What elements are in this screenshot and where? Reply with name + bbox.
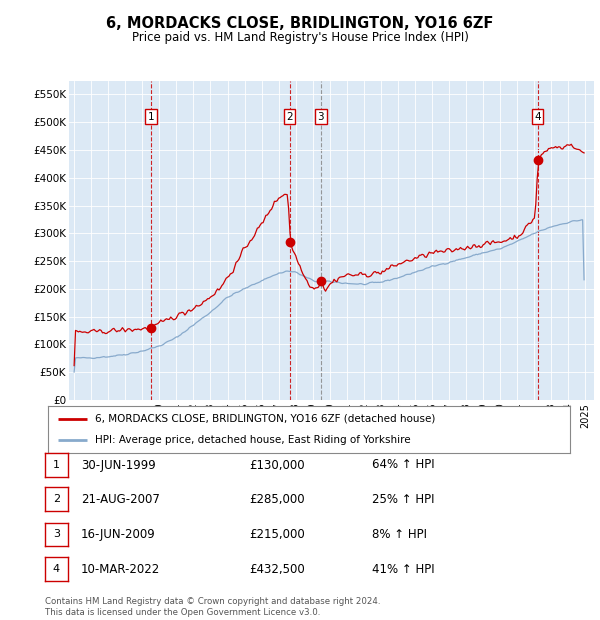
Text: 3: 3 [317,112,324,122]
Text: 6, MORDACKS CLOSE, BRIDLINGTON, YO16 6ZF (detached house): 6, MORDACKS CLOSE, BRIDLINGTON, YO16 6ZF… [95,414,436,423]
Text: £130,000: £130,000 [249,459,305,471]
Text: 2: 2 [53,494,60,504]
Text: 10-MAR-2022: 10-MAR-2022 [81,563,160,575]
Text: 4: 4 [534,112,541,122]
Text: 64% ↑ HPI: 64% ↑ HPI [372,459,434,471]
Text: 4: 4 [53,564,60,574]
Text: 1: 1 [53,460,60,470]
Text: 25% ↑ HPI: 25% ↑ HPI [372,493,434,505]
Text: £285,000: £285,000 [249,493,305,505]
Text: 6, MORDACKS CLOSE, BRIDLINGTON, YO16 6ZF: 6, MORDACKS CLOSE, BRIDLINGTON, YO16 6ZF [106,16,494,30]
Text: 1: 1 [148,112,154,122]
Text: Contains HM Land Registry data © Crown copyright and database right 2024.
This d: Contains HM Land Registry data © Crown c… [45,598,380,617]
Text: 21-AUG-2007: 21-AUG-2007 [81,493,160,505]
Text: 30-JUN-1999: 30-JUN-1999 [81,459,156,471]
Text: 41% ↑ HPI: 41% ↑ HPI [372,563,434,575]
Text: 16-JUN-2009: 16-JUN-2009 [81,528,156,541]
Text: £215,000: £215,000 [249,528,305,541]
Text: 3: 3 [53,529,60,539]
Text: Price paid vs. HM Land Registry's House Price Index (HPI): Price paid vs. HM Land Registry's House … [131,31,469,44]
Text: 8% ↑ HPI: 8% ↑ HPI [372,528,427,541]
Text: 2: 2 [286,112,293,122]
Text: £432,500: £432,500 [249,563,305,575]
Text: HPI: Average price, detached house, East Riding of Yorkshire: HPI: Average price, detached house, East… [95,435,410,445]
